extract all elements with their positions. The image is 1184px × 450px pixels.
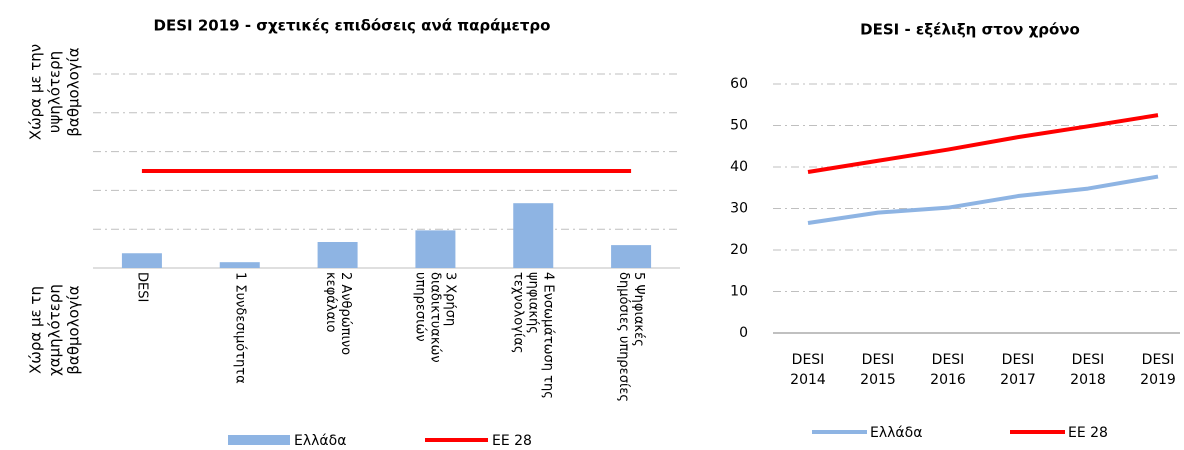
y-axis-label: Χώρα με τη χαμηλότερη βαθμολογία xyxy=(26,284,83,376)
x-tick-label: DESI 2015 xyxy=(860,352,896,388)
y-tick-label: 30 xyxy=(730,201,748,217)
line xyxy=(807,113,1159,174)
legend-swatch xyxy=(228,435,290,445)
y-tick-label: 40 xyxy=(730,159,748,175)
y-tick-label: 20 xyxy=(730,242,748,258)
legend-label: ΕΕ 28 xyxy=(1068,425,1108,441)
bar xyxy=(611,245,652,268)
y-tick-label: 60 xyxy=(730,76,748,92)
y-axis-label: Χώρα με την υψηλότερη βαθμολογία xyxy=(26,43,83,141)
bar xyxy=(317,242,358,268)
legend-label: Ελλάδα xyxy=(294,433,346,449)
x-tick-label: 2 Ανθρώπινο κεφάλαιο xyxy=(322,272,353,356)
legend-label: Ελλάδα xyxy=(870,425,922,441)
chart-title: DESI - εξέλιξη στον χρόνο xyxy=(860,21,1080,39)
chart-title: DESI 2019 - σχετικές επιδόσεις ανά παράμ… xyxy=(154,17,551,35)
x-tick-label: DESI 2016 xyxy=(930,352,966,388)
y-tick-label: 0 xyxy=(739,325,748,341)
y-tick-label: 10 xyxy=(730,284,748,300)
x-tick-label: 3 Χρήση διαδικτυακών υπηρεσιών xyxy=(412,272,458,363)
x-tick-label: 4 Ενσωμάτωση της ψηφιακής τεχνολογίας xyxy=(510,272,556,399)
x-tick-label: DESI 2014 xyxy=(790,352,826,388)
x-tick-label: DESI 2017 xyxy=(1000,352,1036,388)
bar xyxy=(219,262,260,268)
legend-label: ΕΕ 28 xyxy=(492,433,532,449)
x-tick-label: 5 Ψηφιακές δημόσιες υπηρεσίες xyxy=(616,272,647,403)
bar xyxy=(513,203,554,268)
bar xyxy=(121,253,162,268)
y-tick-label: 50 xyxy=(730,118,748,134)
x-tick-label: DESI xyxy=(134,272,150,303)
line xyxy=(807,174,1159,226)
x-tick-label: 1 Συνδεσιμότητα xyxy=(232,272,248,384)
bar xyxy=(415,230,456,268)
x-tick-label: DESI 2019 xyxy=(1140,352,1176,388)
x-tick-label: DESI 2018 xyxy=(1070,352,1106,388)
